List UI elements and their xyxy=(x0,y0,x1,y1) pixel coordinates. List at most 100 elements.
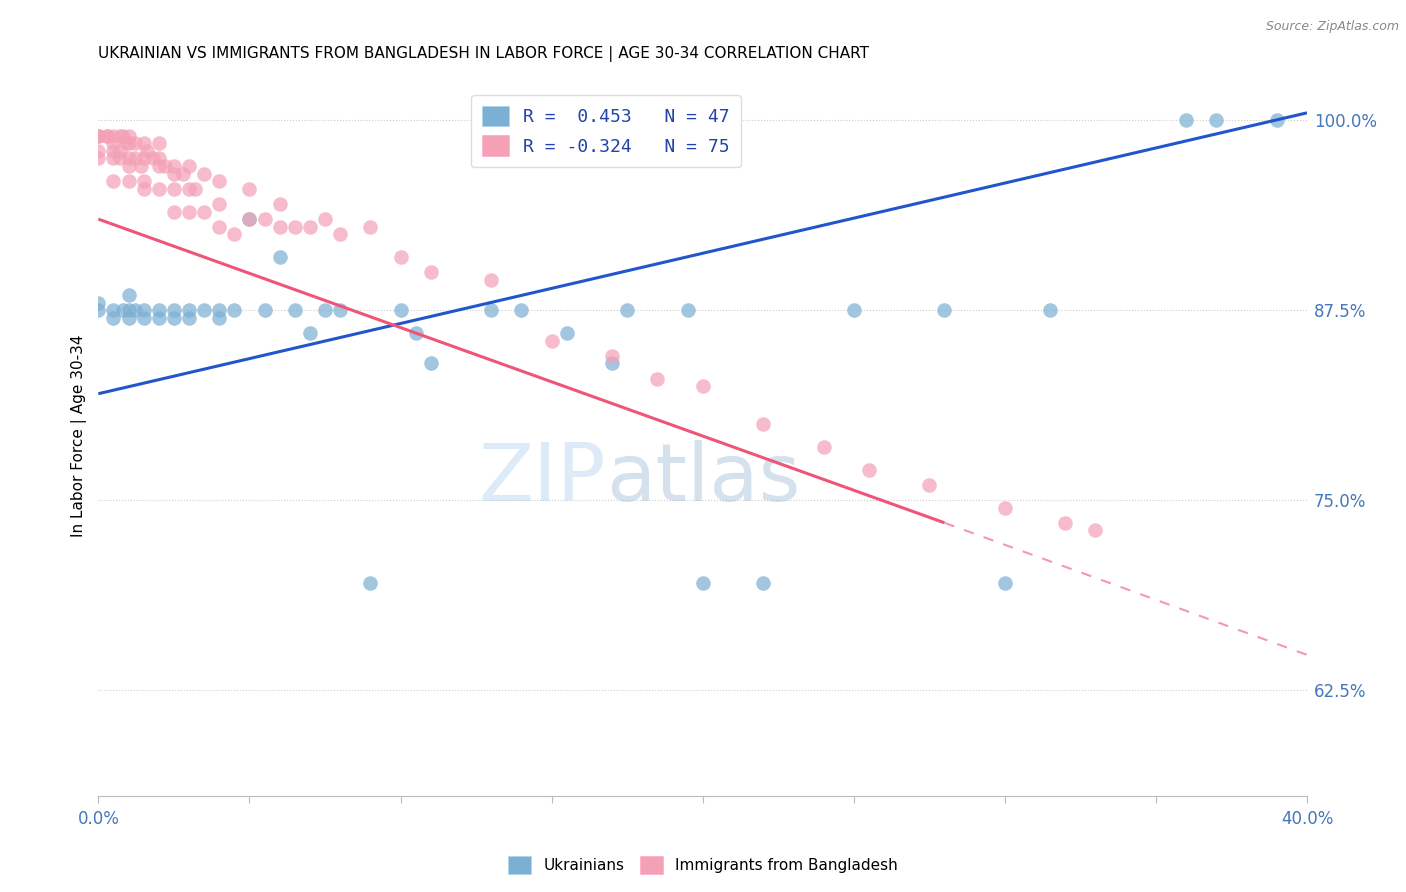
Point xyxy=(132,310,155,325)
Point xyxy=(177,204,200,219)
Text: UKRAINIAN VS IMMIGRANTS FROM BANGLADESH IN LABOR FORCE | AGE 30-34 CORRELATION C: UKRAINIAN VS IMMIGRANTS FROM BANGLADESH … xyxy=(98,46,869,62)
Point xyxy=(208,174,231,188)
Point xyxy=(132,182,155,196)
Point xyxy=(555,326,578,340)
Point xyxy=(87,144,110,158)
Point xyxy=(934,303,956,318)
Point xyxy=(314,303,336,318)
Point xyxy=(616,303,638,318)
Point xyxy=(163,182,186,196)
Point xyxy=(163,167,186,181)
Point xyxy=(87,128,110,143)
Point xyxy=(1205,113,1227,128)
Point xyxy=(298,219,321,234)
Point xyxy=(692,379,714,393)
Point xyxy=(419,356,441,370)
Point xyxy=(405,326,427,340)
Point xyxy=(510,303,533,318)
Point xyxy=(103,310,125,325)
Point xyxy=(103,152,125,166)
Point xyxy=(600,356,623,370)
Point xyxy=(389,303,412,318)
Point xyxy=(752,576,775,591)
Point xyxy=(238,212,260,227)
Point xyxy=(253,303,276,318)
Point xyxy=(918,478,941,492)
Point xyxy=(117,128,139,143)
Point xyxy=(132,174,155,188)
Point xyxy=(148,303,170,318)
Point xyxy=(359,576,381,591)
Point xyxy=(103,136,125,151)
Point xyxy=(676,303,699,318)
Point xyxy=(813,440,835,454)
Point xyxy=(329,227,352,242)
Point xyxy=(208,219,231,234)
Point xyxy=(117,303,139,318)
Point xyxy=(994,500,1017,515)
Point xyxy=(193,303,215,318)
Text: ZIP: ZIP xyxy=(478,440,606,517)
Point xyxy=(238,212,260,227)
Point xyxy=(163,204,186,219)
Point xyxy=(87,152,110,166)
Point xyxy=(284,219,307,234)
Point xyxy=(148,182,170,196)
Point xyxy=(108,128,131,143)
Point xyxy=(153,159,176,173)
Point xyxy=(87,128,110,143)
Point xyxy=(96,128,118,143)
Point xyxy=(224,303,246,318)
Point xyxy=(103,144,125,158)
Point xyxy=(298,326,321,340)
Point xyxy=(111,128,134,143)
Point xyxy=(163,303,186,318)
Point xyxy=(103,174,125,188)
Point xyxy=(117,152,139,166)
Text: Source: ZipAtlas.com: Source: ZipAtlas.com xyxy=(1265,20,1399,33)
Point xyxy=(994,576,1017,591)
Point xyxy=(132,152,155,166)
Point xyxy=(114,136,136,151)
Text: atlas: atlas xyxy=(606,440,800,517)
Point xyxy=(142,152,165,166)
Point xyxy=(692,576,714,591)
Point xyxy=(208,303,231,318)
Point xyxy=(117,174,139,188)
Point xyxy=(1054,516,1077,530)
Point xyxy=(314,212,336,227)
Point xyxy=(148,310,170,325)
Point xyxy=(103,303,125,318)
Point xyxy=(842,303,865,318)
Point xyxy=(148,159,170,173)
Point xyxy=(1265,113,1288,128)
Point xyxy=(117,159,139,173)
Point xyxy=(117,136,139,151)
Point xyxy=(647,371,669,385)
Point xyxy=(172,167,194,181)
Point xyxy=(103,128,125,143)
Point xyxy=(224,227,246,242)
Point xyxy=(284,303,307,318)
Point xyxy=(193,167,215,181)
Point xyxy=(419,265,441,279)
Point xyxy=(359,219,381,234)
Point xyxy=(269,197,291,211)
Point xyxy=(1175,113,1198,128)
Point xyxy=(177,159,200,173)
Point xyxy=(117,288,139,302)
Point xyxy=(193,204,215,219)
Point xyxy=(177,310,200,325)
Point xyxy=(1039,303,1062,318)
Point xyxy=(208,310,231,325)
Point xyxy=(329,303,352,318)
Point xyxy=(238,182,260,196)
Point xyxy=(108,152,131,166)
Point xyxy=(117,310,139,325)
Point xyxy=(135,144,157,158)
Point xyxy=(184,182,207,196)
Point xyxy=(163,310,186,325)
Point xyxy=(177,303,200,318)
Point xyxy=(132,136,155,151)
Point xyxy=(124,303,146,318)
